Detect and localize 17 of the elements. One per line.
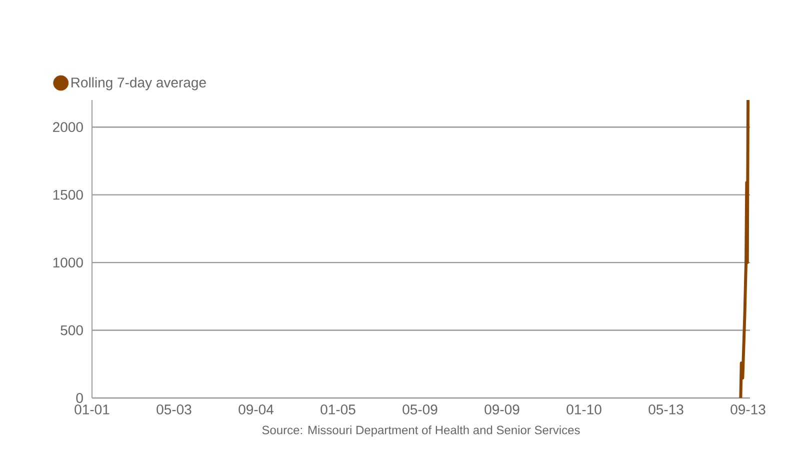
x-tick-label: 01-01 [74, 404, 110, 414]
source-note: Source: Missouri Department of Health and Senior Services [262, 425, 580, 437]
x-tick-label: 09-09 [484, 404, 520, 414]
x-tick-label: 05-03 [156, 404, 192, 414]
y-tick-label: 1500 [53, 190, 83, 200]
y-tick-label: 500 [60, 325, 83, 336]
y-tick-label: 1000 [53, 258, 83, 268]
x-tick-label: 05-09 [402, 404, 438, 414]
x-tick-label: 01-05 [320, 404, 356, 414]
y-tick-label: 0 [76, 393, 83, 403]
x-tick-label: 09-04 [238, 404, 274, 414]
y-tick-label: 2000 [53, 122, 83, 132]
x-tick-label: 05-13 [648, 404, 684, 414]
legend-label: Rolling 7-day average [72, 77, 206, 90]
x-tick-label: 09-13 [730, 404, 766, 414]
line-series [739, 98, 750, 400]
x-tick-label: 01-10 [566, 404, 602, 414]
